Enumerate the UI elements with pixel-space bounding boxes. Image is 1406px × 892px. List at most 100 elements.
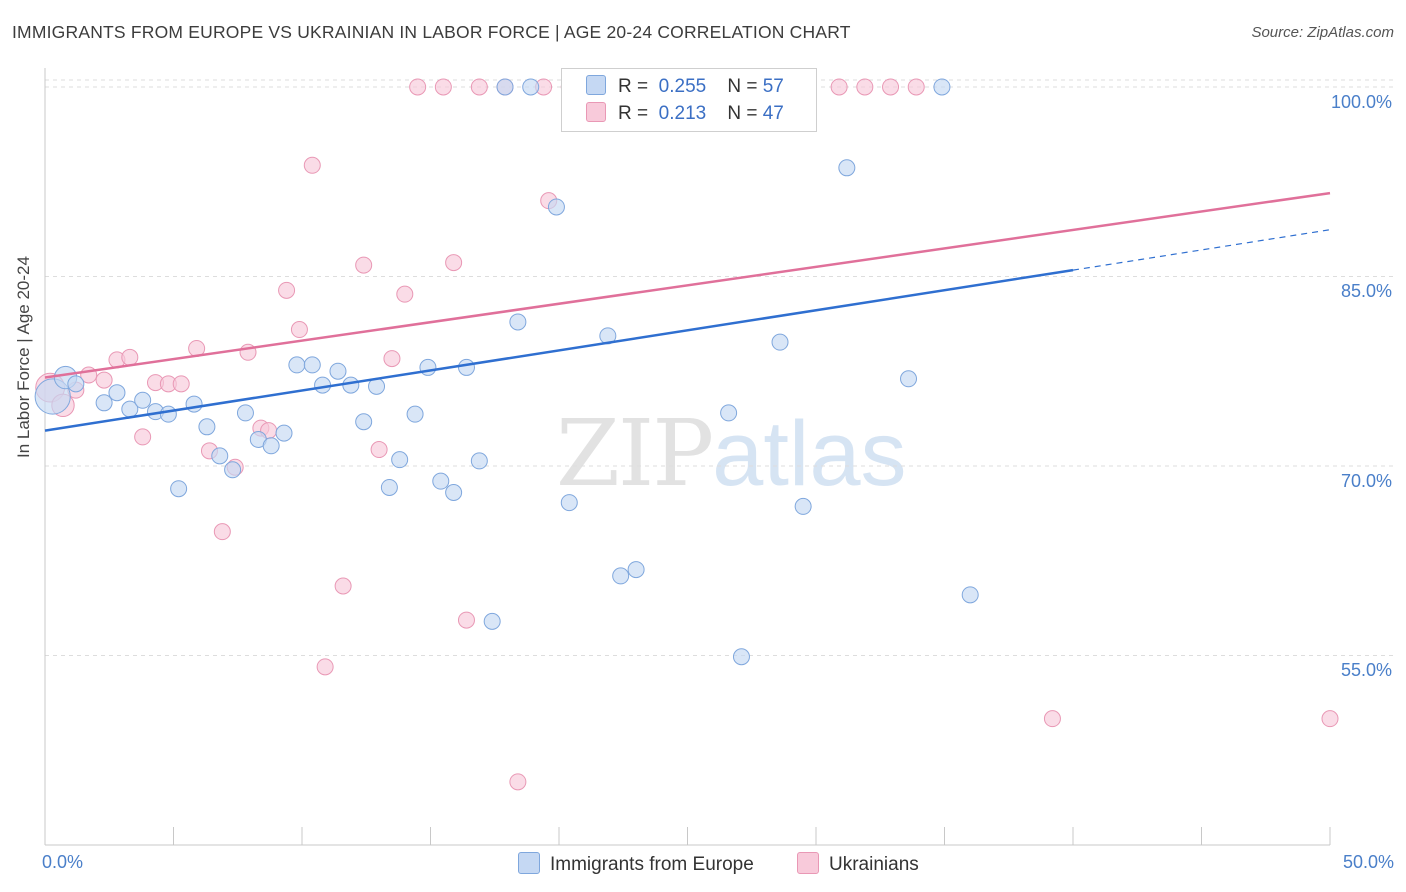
europe-trend-line (44, 268, 1074, 432)
europe-point (108, 384, 126, 402)
ukrainian-trend-line (44, 191, 1331, 379)
europe-point (159, 405, 177, 423)
europe-point (483, 612, 501, 630)
ukrainian-point (856, 78, 874, 96)
ukrainian-point (370, 441, 388, 459)
europe-point (303, 356, 321, 374)
europe-trend-extension (1072, 229, 1331, 271)
chart-source: Source: ZipAtlas.com (1251, 24, 1394, 41)
europe-point (900, 370, 918, 388)
ukrainian-point (409, 78, 427, 96)
bottom-legend-swatch-ukrainians (797, 852, 819, 874)
europe-point (67, 375, 85, 393)
europe-point (419, 358, 437, 376)
ukrainian-point (830, 78, 848, 96)
bottom-legend-ukrainians: Ukrainians (797, 852, 919, 876)
ukrainian-point (121, 348, 139, 366)
europe-point (933, 78, 951, 96)
europe-point (961, 586, 979, 604)
ukrainian-point (882, 78, 900, 96)
ukrainian-point (316, 658, 334, 676)
x-tick-label: 50.0% (1342, 852, 1394, 872)
ukrainian-point (355, 256, 373, 274)
bottom-legend-label-ukrainians: Ukrainians (829, 854, 919, 875)
europe-point (236, 404, 254, 422)
legend-n-value: 57 (762, 76, 784, 97)
europe-point (509, 313, 527, 331)
bottom-legend-swatch-europe (518, 852, 540, 874)
ukrainian-point (303, 156, 321, 174)
europe-point (288, 356, 306, 374)
europe-point (771, 333, 789, 351)
europe-point (275, 424, 293, 442)
ukrainian-point (1321, 710, 1339, 728)
europe-point (445, 484, 463, 502)
ukrainian-point (95, 371, 113, 389)
europe-point (391, 451, 409, 469)
ukrainian-point (383, 350, 401, 368)
europe-point (380, 478, 398, 496)
legend-r-label: R = (618, 103, 649, 124)
europe-point (457, 358, 475, 376)
europe-point (547, 198, 565, 216)
y-tick-label: 100.0% (1330, 91, 1392, 112)
ukrainian-point (396, 285, 414, 303)
europe-point (329, 362, 347, 380)
europe-point (522, 78, 540, 96)
watermark-atlas: atlas (712, 403, 907, 505)
ukrainian-point (457, 611, 475, 629)
ukrainian-point (470, 78, 488, 96)
y-tick-label: 70.0% (1340, 470, 1392, 491)
ukrainian-point (290, 321, 308, 339)
ukrainian-point (278, 281, 296, 299)
europe-point (406, 405, 424, 423)
legend-n-label: N = (727, 76, 758, 97)
ukrainian-point (1043, 710, 1061, 728)
legend-swatch-europe (586, 75, 606, 95)
europe-point (314, 376, 332, 394)
europe-point (342, 376, 360, 394)
ukrainian-point (509, 773, 527, 791)
legend-r-value: 0.255 (658, 76, 707, 97)
watermark: ZIPatlas (556, 400, 907, 507)
europe-point (720, 404, 738, 422)
europe-point (432, 472, 450, 490)
europe-point (627, 561, 645, 579)
legend-row-ukrainians: R = 0.213 N = 47 (586, 102, 784, 128)
ukrainian-point (445, 254, 463, 272)
legend-r-value: 0.213 (658, 103, 707, 124)
ukrainian-point (907, 78, 925, 96)
europe-point (794, 497, 812, 515)
europe-point (134, 391, 152, 409)
ukrainian-point (434, 78, 452, 96)
chart-title: IMMIGRANTS FROM EUROPE VS UKRAINIAN IN L… (12, 22, 851, 42)
ukrainian-point (334, 577, 352, 595)
x-tick-label: 0.0% (42, 852, 84, 872)
europe-point (262, 437, 280, 455)
ukrainian-point (134, 428, 152, 446)
y-axis-label: In Labor Force | Age 20-24 (14, 256, 33, 458)
europe-point (170, 480, 188, 498)
y-tick-label: 85.0% (1340, 281, 1392, 302)
europe-point (470, 452, 488, 470)
watermark-zip: ZIP (556, 400, 714, 507)
legend-n-value: 47 (762, 103, 784, 124)
legend-swatch-ukrainians (586, 102, 606, 122)
europe-point (355, 413, 373, 431)
europe-point (198, 418, 216, 436)
legend-n-label: N = (727, 103, 758, 124)
legend-row-europe: R = 0.255 N = 57 (586, 75, 784, 101)
ukrainian-point (213, 523, 231, 541)
correlation-legend: R = 0.255 N = 57 R = 0.213 N = 47 (561, 68, 817, 132)
ukrainian-point (172, 375, 190, 393)
europe-point (185, 395, 203, 413)
europe-point (496, 78, 514, 96)
europe-point (838, 159, 856, 177)
europe-point (560, 494, 578, 512)
europe-point (224, 461, 242, 479)
europe-point (612, 567, 630, 585)
legend-r-label: R = (618, 76, 649, 97)
europe-point (95, 394, 113, 412)
y-tick-label: 55.0% (1340, 660, 1392, 681)
